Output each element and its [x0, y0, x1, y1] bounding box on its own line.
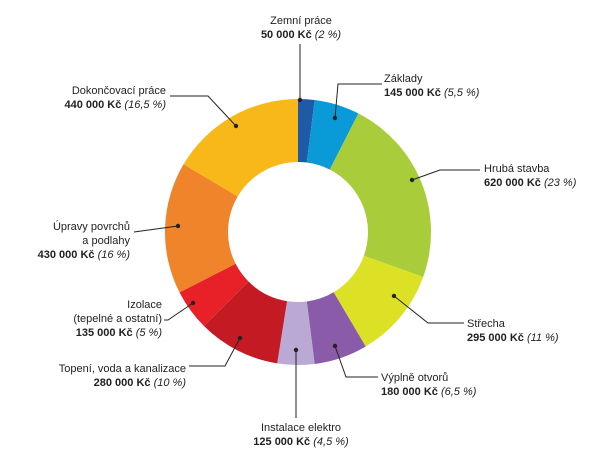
leader-dot: [293, 347, 299, 353]
label-instalace-elektro: Instalace elektro 125 000 Kč (4,5 %): [246, 421, 356, 449]
label-value: 135 000 Kč (5 %): [75, 327, 162, 339]
leader-line: [189, 337, 241, 367]
label-value: 440 000 Kč (16,5 %): [64, 99, 166, 111]
label-zaklady: Základy 145 000 Kč (5,5 %): [384, 72, 479, 100]
label-zemni-prace: Zemní práce 50 000 Kč (2 %): [252, 14, 350, 42]
label-topeni: Topení, voda a kanalizace 280 000 Kč (10…: [28, 362, 186, 390]
leader-dot: [237, 335, 243, 341]
leader-dot: [332, 343, 338, 349]
leader-line: [170, 95, 237, 127]
leader-dot: [391, 293, 397, 299]
label-name: Izolace (tepelné a ostatní): [73, 299, 162, 325]
leader-line: [334, 83, 382, 119]
leader-dot: [175, 223, 181, 229]
leader-line: [133, 225, 179, 233]
label-name: Základy: [384, 73, 423, 85]
label-name: Topení, voda a kanalizace: [58, 363, 186, 375]
donut-slice: [203, 281, 288, 364]
label-name: Instalace elektro: [260, 422, 342, 434]
donut-slice: [306, 100, 359, 170]
donut-slice: [165, 164, 238, 293]
label-strecha: Střecha 295 000 Kč (11 %): [467, 317, 559, 345]
label-value: 280 000 Kč (10 %): [93, 377, 186, 389]
donut-slice: [333, 255, 424, 347]
leader-dot: [409, 177, 415, 183]
label-hruba-stavba: Hrubá stavba 620 000 Kč (23 %): [484, 162, 576, 190]
label-name: Výplně otvorů: [381, 372, 449, 384]
leader-dot: [190, 300, 196, 306]
donut-slice: [298, 99, 315, 163]
label-name: Dokončovací práce: [71, 85, 166, 97]
label-name: Úpravy povrchů a podlahy: [52, 221, 130, 247]
donut-slice: [277, 301, 315, 365]
leader-dot: [297, 97, 303, 103]
label-value: 620 000 Kč (23 %): [484, 177, 577, 189]
label-dokoncovaci-prace: Dokončovací práce 440 000 Kč (16,5 %): [44, 84, 166, 112]
label-vyplne-otvoru: Výplně otvorů 180 000 Kč (6,5 %): [381, 371, 476, 399]
label-value: 125 000 Kč (4,5 %): [253, 436, 349, 448]
leader-dot: [332, 115, 338, 121]
donut-slice: [179, 263, 249, 327]
leader-line: [164, 302, 194, 321]
leader-dot: [233, 123, 239, 129]
leader-line: [411, 169, 480, 181]
donut-slice: [183, 99, 298, 197]
donut-slice: [306, 292, 366, 364]
label-name: Střecha: [467, 318, 505, 330]
label-name: Zemní práce: [270, 15, 332, 27]
leader-line: [393, 295, 464, 324]
label-value: 145 000 Kč (5,5 %): [384, 87, 480, 99]
label-value: 295 000 Kč (11 %): [467, 332, 559, 344]
leader-lines: [133, 44, 480, 418]
label-value: 50 000 Kč (2 %): [260, 29, 342, 41]
leader-line: [334, 345, 378, 378]
label-name: Hrubá stavba: [484, 163, 550, 175]
donut-slices: [165, 99, 431, 365]
label-izolace: Izolace (tepelné a ostatní) 135 000 Kč (…: [50, 298, 162, 340]
label-upravy-povrchu: Úpravy povrchů a podlahy 430 000 Kč (16 …: [10, 220, 130, 262]
label-value: 180 000 Kč (6,5 %): [381, 386, 477, 398]
donut-slice: [329, 113, 431, 278]
label-value: 430 000 Kč (16 %): [37, 249, 130, 261]
